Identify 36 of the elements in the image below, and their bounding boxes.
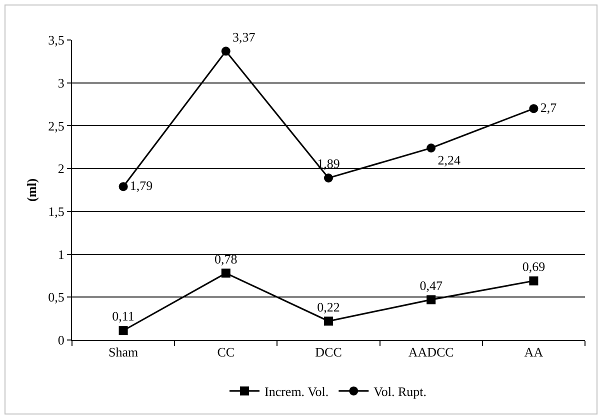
y-axis-title: (ml) — [24, 178, 40, 202]
data-label: 0,11 — [112, 308, 134, 324]
y-tick-label: 0 — [58, 332, 64, 348]
point — [426, 295, 436, 304]
data-label: 0,22 — [317, 299, 340, 314]
legend-label: Vol. Rupt. — [374, 384, 427, 400]
x-tick-label: Sham — [108, 344, 138, 360]
data-label: 2,7 — [540, 100, 558, 115]
x-tick-label: AA — [524, 344, 544, 360]
data-label: 1,79 — [130, 178, 153, 193]
point — [529, 104, 538, 114]
data-label: 3,37 — [232, 29, 256, 44]
point — [426, 144, 436, 152]
x-tick-label: DCC — [315, 344, 342, 360]
data-label: 0,47 — [420, 278, 443, 293]
point — [324, 316, 333, 326]
data-label: 2,24 — [438, 152, 461, 168]
point — [324, 174, 333, 182]
point — [529, 276, 538, 286]
x-tick-label: AADCC — [408, 344, 454, 360]
data-label: 0,69 — [522, 258, 546, 274]
y-tick-label: 3,5 — [48, 32, 64, 48]
point — [118, 326, 128, 336]
point — [221, 268, 230, 278]
data-label: 1,89 — [317, 156, 340, 172]
legend-label: Increm. Vol. — [264, 384, 329, 400]
y-tick-label: 1 — [58, 246, 64, 262]
x-tick-label: CC — [217, 344, 235, 360]
point — [118, 182, 128, 192]
y-tick-label: 0,5 — [48, 290, 64, 305]
y-tick-label: 1,5 — [48, 204, 64, 219]
y-tick-label: 3 — [58, 75, 64, 90]
point — [221, 46, 230, 56]
y-tick-label: 2,5 — [48, 118, 64, 134]
data-label: 0,78 — [214, 251, 238, 266]
y-tick-label: 2 — [58, 161, 64, 176]
